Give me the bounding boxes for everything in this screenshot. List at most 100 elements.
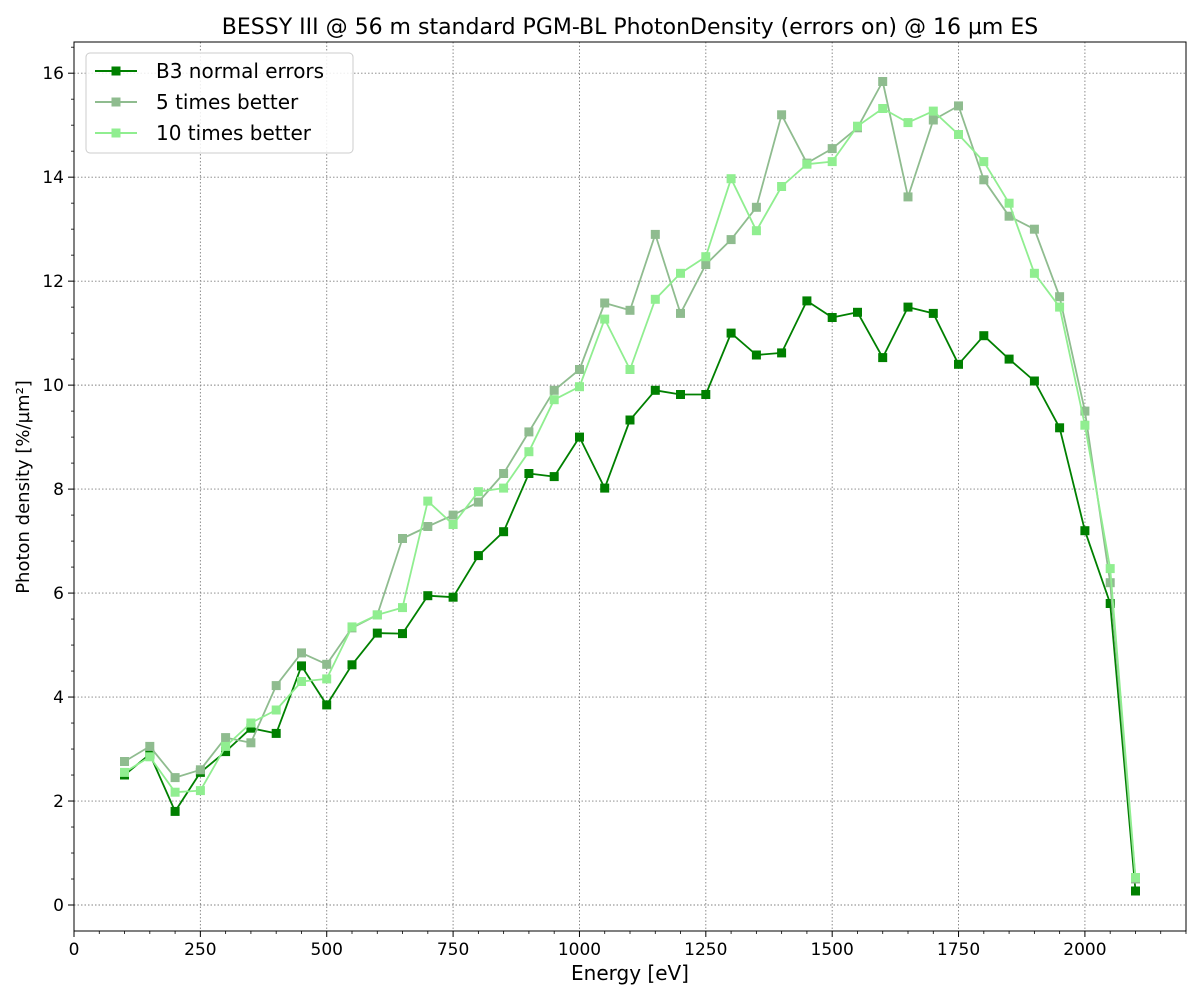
data-point [448, 592, 458, 602]
data-point [979, 175, 989, 185]
data-point [448, 520, 458, 529]
data-point [575, 365, 584, 374]
data-point [701, 390, 711, 399]
data-point [372, 610, 382, 620]
data-point [145, 752, 155, 762]
y-tick-label: 8 [53, 480, 64, 500]
data-point [246, 718, 256, 728]
data-point [1055, 302, 1065, 312]
data-point [322, 659, 332, 669]
y-tick-label: 0 [53, 896, 64, 916]
data-point [903, 118, 913, 128]
data-point [271, 681, 281, 691]
data-point [625, 365, 635, 374]
data-point [145, 741, 155, 751]
data-point [398, 629, 407, 639]
legend-label: B3 normal errors [156, 59, 324, 83]
data-point [1080, 420, 1090, 430]
chart-title: BESSY III @ 56 m standard PGM-BL PhotonD… [222, 15, 1038, 40]
y-tick-label: 16 [42, 64, 64, 84]
data-point [271, 705, 281, 715]
data-point [221, 733, 231, 743]
x-tick-label: 500 [311, 940, 343, 960]
data-point [777, 110, 787, 120]
data-point [1105, 564, 1115, 574]
legend-marker [111, 66, 121, 76]
x-tick-label: 1000 [558, 940, 601, 960]
data-point [625, 305, 635, 315]
data-point [827, 157, 837, 167]
series-1 [120, 296, 1140, 896]
data-point [701, 260, 711, 269]
data-point [1105, 578, 1115, 588]
data-point [372, 628, 382, 638]
data-point [827, 313, 837, 322]
data-point [1105, 599, 1115, 608]
data-point [1004, 211, 1014, 221]
data-point [600, 298, 610, 308]
data-point [1029, 376, 1039, 386]
series-line [124, 80, 1137, 880]
data-point [423, 591, 433, 601]
data-point [802, 159, 812, 169]
data-point [499, 469, 509, 478]
data-point [170, 787, 180, 797]
data-point [221, 747, 231, 757]
x-tick-label: 1250 [684, 940, 727, 960]
data-point [524, 447, 534, 457]
x-tick-label: 1500 [811, 940, 854, 960]
data-point [1029, 268, 1039, 278]
data-point [524, 427, 534, 437]
grid [73, 42, 1186, 931]
legend-label: 10 times better [156, 121, 312, 145]
data-point [347, 660, 357, 670]
data-point [676, 390, 685, 399]
data-point [170, 806, 180, 816]
data-point [751, 202, 761, 212]
data-point [853, 121, 862, 131]
series-line [123, 299, 1137, 892]
x-tick-label: 750 [437, 940, 469, 960]
y-tick-label: 14 [42, 168, 64, 188]
data-point [726, 328, 736, 338]
legend-item: 10 times better [95, 121, 312, 145]
data-point [398, 534, 407, 543]
data-point [170, 773, 180, 783]
data-point [246, 738, 256, 748]
data-point [827, 144, 837, 154]
data-point [195, 765, 205, 775]
data-point [1131, 886, 1140, 896]
data-point [928, 115, 938, 125]
data-point [322, 674, 332, 684]
data-point [726, 235, 736, 245]
series-3 [120, 104, 1140, 882]
axes: 0 250 500 750 1000 1250 1500 1750 2000 0 2 4 6 8 10 12 1… [42, 46, 1187, 960]
data-point [903, 192, 913, 202]
data-point [853, 307, 862, 317]
data-point [751, 350, 761, 360]
y-tick-label: 4 [53, 688, 64, 708]
data-point [928, 106, 938, 116]
data-point [878, 77, 888, 86]
data-point [1055, 292, 1065, 302]
data-point [1080, 406, 1090, 416]
data-point [650, 229, 660, 239]
data-point [398, 603, 407, 613]
data-point [575, 382, 584, 392]
legend-marker [111, 128, 121, 138]
data-point [575, 432, 584, 442]
x-axis-label: Energy [eV] [571, 961, 689, 985]
x-tick-label: 2000 [1063, 940, 1106, 960]
data-point [524, 469, 534, 478]
data-point [701, 252, 711, 262]
data-point [726, 174, 736, 184]
data-point [751, 226, 761, 236]
data-point [1080, 526, 1090, 536]
data-point [676, 308, 685, 318]
data-point [120, 767, 129, 777]
data-point [1131, 873, 1140, 882]
data-point [600, 314, 610, 324]
legend-box [85, 52, 354, 154]
data-point [1004, 354, 1014, 364]
